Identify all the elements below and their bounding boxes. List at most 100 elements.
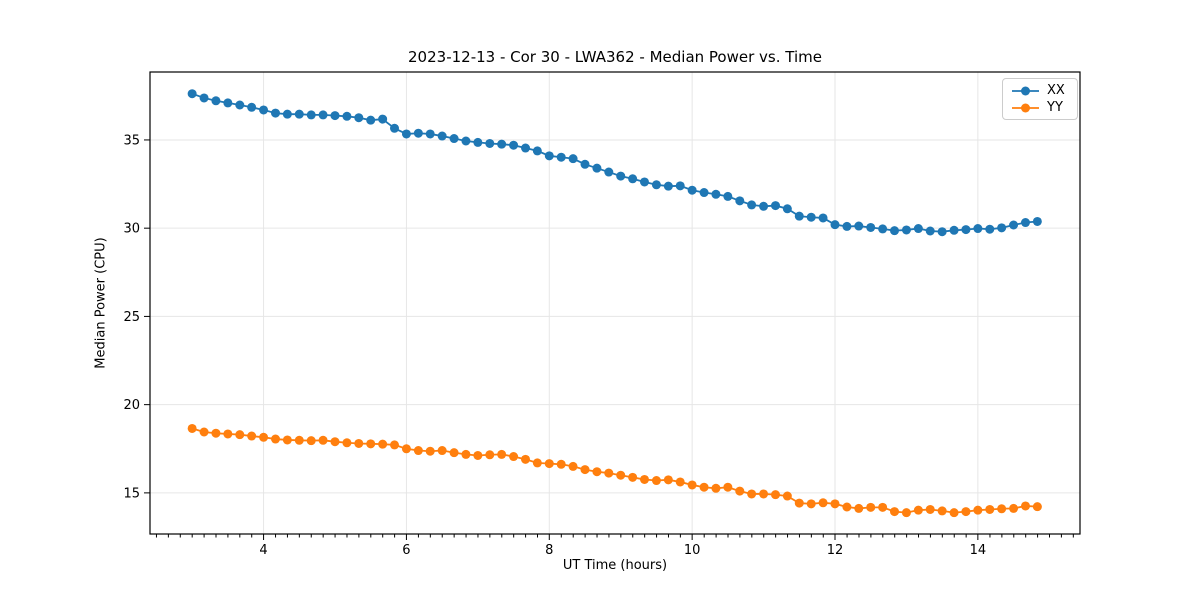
y-tick-label: 20 <box>123 398 140 413</box>
data-point-xx <box>747 200 757 210</box>
data-point-yy <box>616 470 626 480</box>
x-tick-label: 4 <box>259 543 267 558</box>
data-point-yy <box>378 439 388 449</box>
data-point-yy <box>1009 503 1019 513</box>
data-point-yy <box>1021 501 1030 511</box>
data-point-xx <box>937 227 947 237</box>
series-xx <box>187 89 1042 237</box>
data-point-xx <box>830 220 840 230</box>
data-point-yy <box>961 507 971 517</box>
data-point-yy <box>568 461 578 471</box>
data-point-yy <box>354 438 364 448</box>
data-point-xx <box>330 111 340 121</box>
xx-line-marker-icon <box>1012 86 1039 95</box>
gridlines <box>150 72 1080 534</box>
data-point-xx <box>378 114 388 124</box>
data-point-yy <box>640 474 649 484</box>
x-tick-label: 14 <box>970 543 987 558</box>
data-point-xx <box>306 110 316 120</box>
y-tick-label: 35 <box>123 133 140 148</box>
data-point-yy <box>342 438 352 448</box>
data-point-yy <box>211 428 221 438</box>
x-axis-label: UT Time (hours) <box>562 558 668 573</box>
data-point-xx <box>282 109 292 119</box>
data-point-xx <box>532 146 542 156</box>
data-point-xx <box>687 185 697 195</box>
data-point-yy <box>663 475 673 485</box>
data-point-xx <box>771 201 780 211</box>
data-point-xx <box>997 223 1007 233</box>
data-point-yy <box>235 430 245 440</box>
data-point-xx <box>544 151 554 161</box>
data-point-xx <box>759 201 769 211</box>
data-point-xx <box>973 224 983 234</box>
data-point-xx <box>271 108 280 118</box>
data-point-yy <box>687 480 697 490</box>
data-point-yy <box>985 504 995 514</box>
data-point-xx <box>699 188 709 198</box>
data-point-yy <box>866 502 876 512</box>
data-point-xx <box>592 163 602 173</box>
data-point-xx <box>437 131 447 141</box>
data-point-xx <box>401 129 411 139</box>
series-yy <box>187 423 1042 518</box>
data-point-xx <box>211 96 221 106</box>
data-point-xx <box>913 224 923 234</box>
data-point-yy <box>199 427 209 437</box>
data-point-yy <box>247 431 257 441</box>
data-point-yy <box>532 458 542 468</box>
data-point-yy <box>259 432 269 442</box>
data-point-xx <box>294 109 304 119</box>
data-point-yy <box>1032 502 1042 512</box>
data-point-yy <box>723 482 733 492</box>
data-point-xx <box>711 189 721 199</box>
data-point-yy <box>747 489 757 499</box>
data-point-yy <box>771 490 780 500</box>
legend-item-xx: XX <box>1012 84 1070 97</box>
data-point-xx <box>782 204 792 214</box>
data-point-xx <box>604 167 614 177</box>
legend-item-yy: YY <box>1012 101 1070 114</box>
data-point-yy <box>818 498 828 508</box>
data-point-yy <box>735 486 745 496</box>
data-point-xx <box>842 221 852 231</box>
data-point-xx <box>651 180 661 190</box>
data-point-xx <box>1021 218 1030 228</box>
data-point-yy <box>187 423 197 433</box>
data-point-xx <box>616 171 626 181</box>
data-point-xx <box>961 225 971 235</box>
data-point-yy <box>330 437 340 447</box>
data-point-xx <box>901 225 911 235</box>
data-point-yy <box>401 444 411 454</box>
data-point-yy <box>497 449 507 459</box>
data-point-xx <box>628 174 638 184</box>
data-point-xx <box>818 213 828 223</box>
data-point-yy <box>485 450 495 460</box>
data-point-yy <box>711 483 721 493</box>
data-point-xx <box>235 100 245 110</box>
axes-frame <box>149 71 1081 535</box>
axis-ticks: 4 6 8 10 12 14 15 20 25 30 35 <box>123 133 986 558</box>
data-point-yy <box>544 459 554 469</box>
data-point-xx <box>259 105 269 115</box>
data-point-yy <box>473 450 483 460</box>
data-point-yy <box>997 504 1007 514</box>
data-point-xx <box>675 181 685 191</box>
data-point-xx <box>247 102 257 112</box>
data-point-yy <box>521 454 530 464</box>
data-point-xx <box>413 128 423 138</box>
data-point-yy <box>878 502 888 512</box>
data-point-yy <box>413 446 423 456</box>
data-point-xx <box>354 113 364 123</box>
data-point-yy <box>580 465 590 475</box>
data-point-xx <box>735 196 745 206</box>
data-point-yy <box>449 448 459 458</box>
data-point-yy <box>973 505 983 515</box>
data-point-yy <box>366 439 376 449</box>
data-point-xx <box>199 93 209 103</box>
data-point-yy <box>949 508 959 518</box>
data-point-yy <box>830 499 840 509</box>
data-point-xx <box>1032 216 1042 226</box>
data-point-yy <box>699 482 709 492</box>
data-point-yy <box>223 429 233 439</box>
